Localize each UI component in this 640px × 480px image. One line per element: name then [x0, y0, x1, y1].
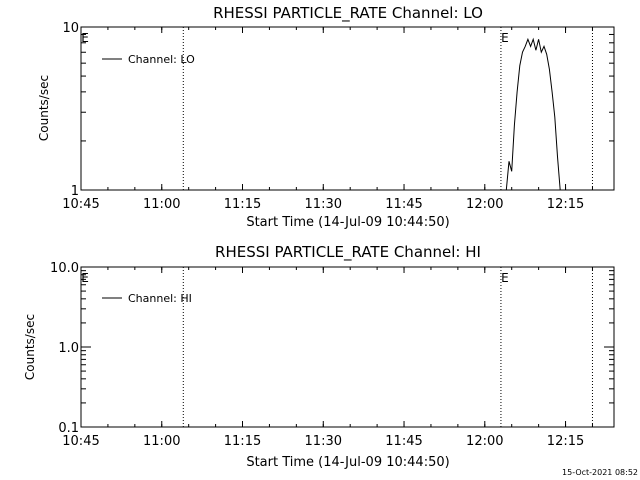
x-tick-label: 12:00 — [466, 197, 503, 212]
y-axis-label: Counts/sec — [23, 314, 37, 380]
y-ticks: 0.1 1.0 10.0 — [50, 261, 614, 436]
x-tick-label: 10:45 — [62, 434, 99, 449]
x-tick-label: 12:15 — [547, 197, 584, 212]
x-tick-label: 11:00 — [143, 197, 180, 212]
x-tick-label: 11:15 — [224, 197, 261, 212]
x-tick-label: 11:15 — [224, 434, 261, 449]
x-tick-label: 11:45 — [385, 434, 422, 449]
footer-timestamp: 15-Oct-2021 08:52 — [562, 468, 638, 477]
event-marker-label: E — [81, 271, 89, 285]
panel-lo: RHESSI PARTICLE_RATE Channel: LO Counts/… — [37, 4, 615, 230]
x-tick-label: 12:15 — [547, 434, 584, 449]
x-axis-label: Start Time (14-Jul-09 10:44:50) — [246, 455, 449, 470]
event-marker-label: E — [501, 271, 509, 285]
y-tick-label: 10.0 — [50, 261, 79, 276]
legend-label: Channel: LO — [128, 53, 195, 66]
y-tick-label: 10 — [62, 21, 79, 36]
x-tick-label: 11:30 — [305, 434, 342, 449]
x-tick-label: 11:00 — [143, 434, 180, 449]
x-tick-label: 11:45 — [385, 197, 422, 212]
y-ticks: 1 10 — [62, 21, 614, 199]
series-line — [505, 37, 561, 191]
plot-frame — [80, 266, 615, 428]
panel-hi: RHESSI PARTICLE_RATE Channel: HI Counts/… — [23, 243, 615, 470]
x-tick-label: 12:00 — [466, 434, 503, 449]
x-ticks: 10:45 11:00 11:15 11:30 11:45 12:00 12:15 — [62, 27, 593, 212]
y-tick-label: 0.1 — [58, 421, 79, 436]
x-tick-label: 11:30 — [305, 197, 342, 212]
event-marker-label: E — [501, 31, 509, 45]
y-tick-label: 1 — [71, 184, 79, 199]
panel-title: RHESSI PARTICLE_RATE Channel: HI — [215, 243, 481, 262]
event-marker-label: E — [81, 31, 89, 45]
x-ticks: 10:45 11:00 11:15 11:30 11:45 12:00 12:15 — [62, 267, 593, 449]
legend-label: Channel: HI — [128, 292, 192, 305]
y-tick-label: 1.0 — [58, 341, 79, 356]
plot-frame — [80, 26, 615, 191]
x-axis-label: Start Time (14-Jul-09 10:44:50) — [246, 215, 449, 230]
x-tick-label: 10:45 — [62, 197, 99, 212]
data-series — [505, 37, 561, 191]
panel-title: RHESSI PARTICLE_RATE Channel: LO — [213, 4, 483, 23]
y-axis-label: Counts/sec — [37, 75, 51, 141]
